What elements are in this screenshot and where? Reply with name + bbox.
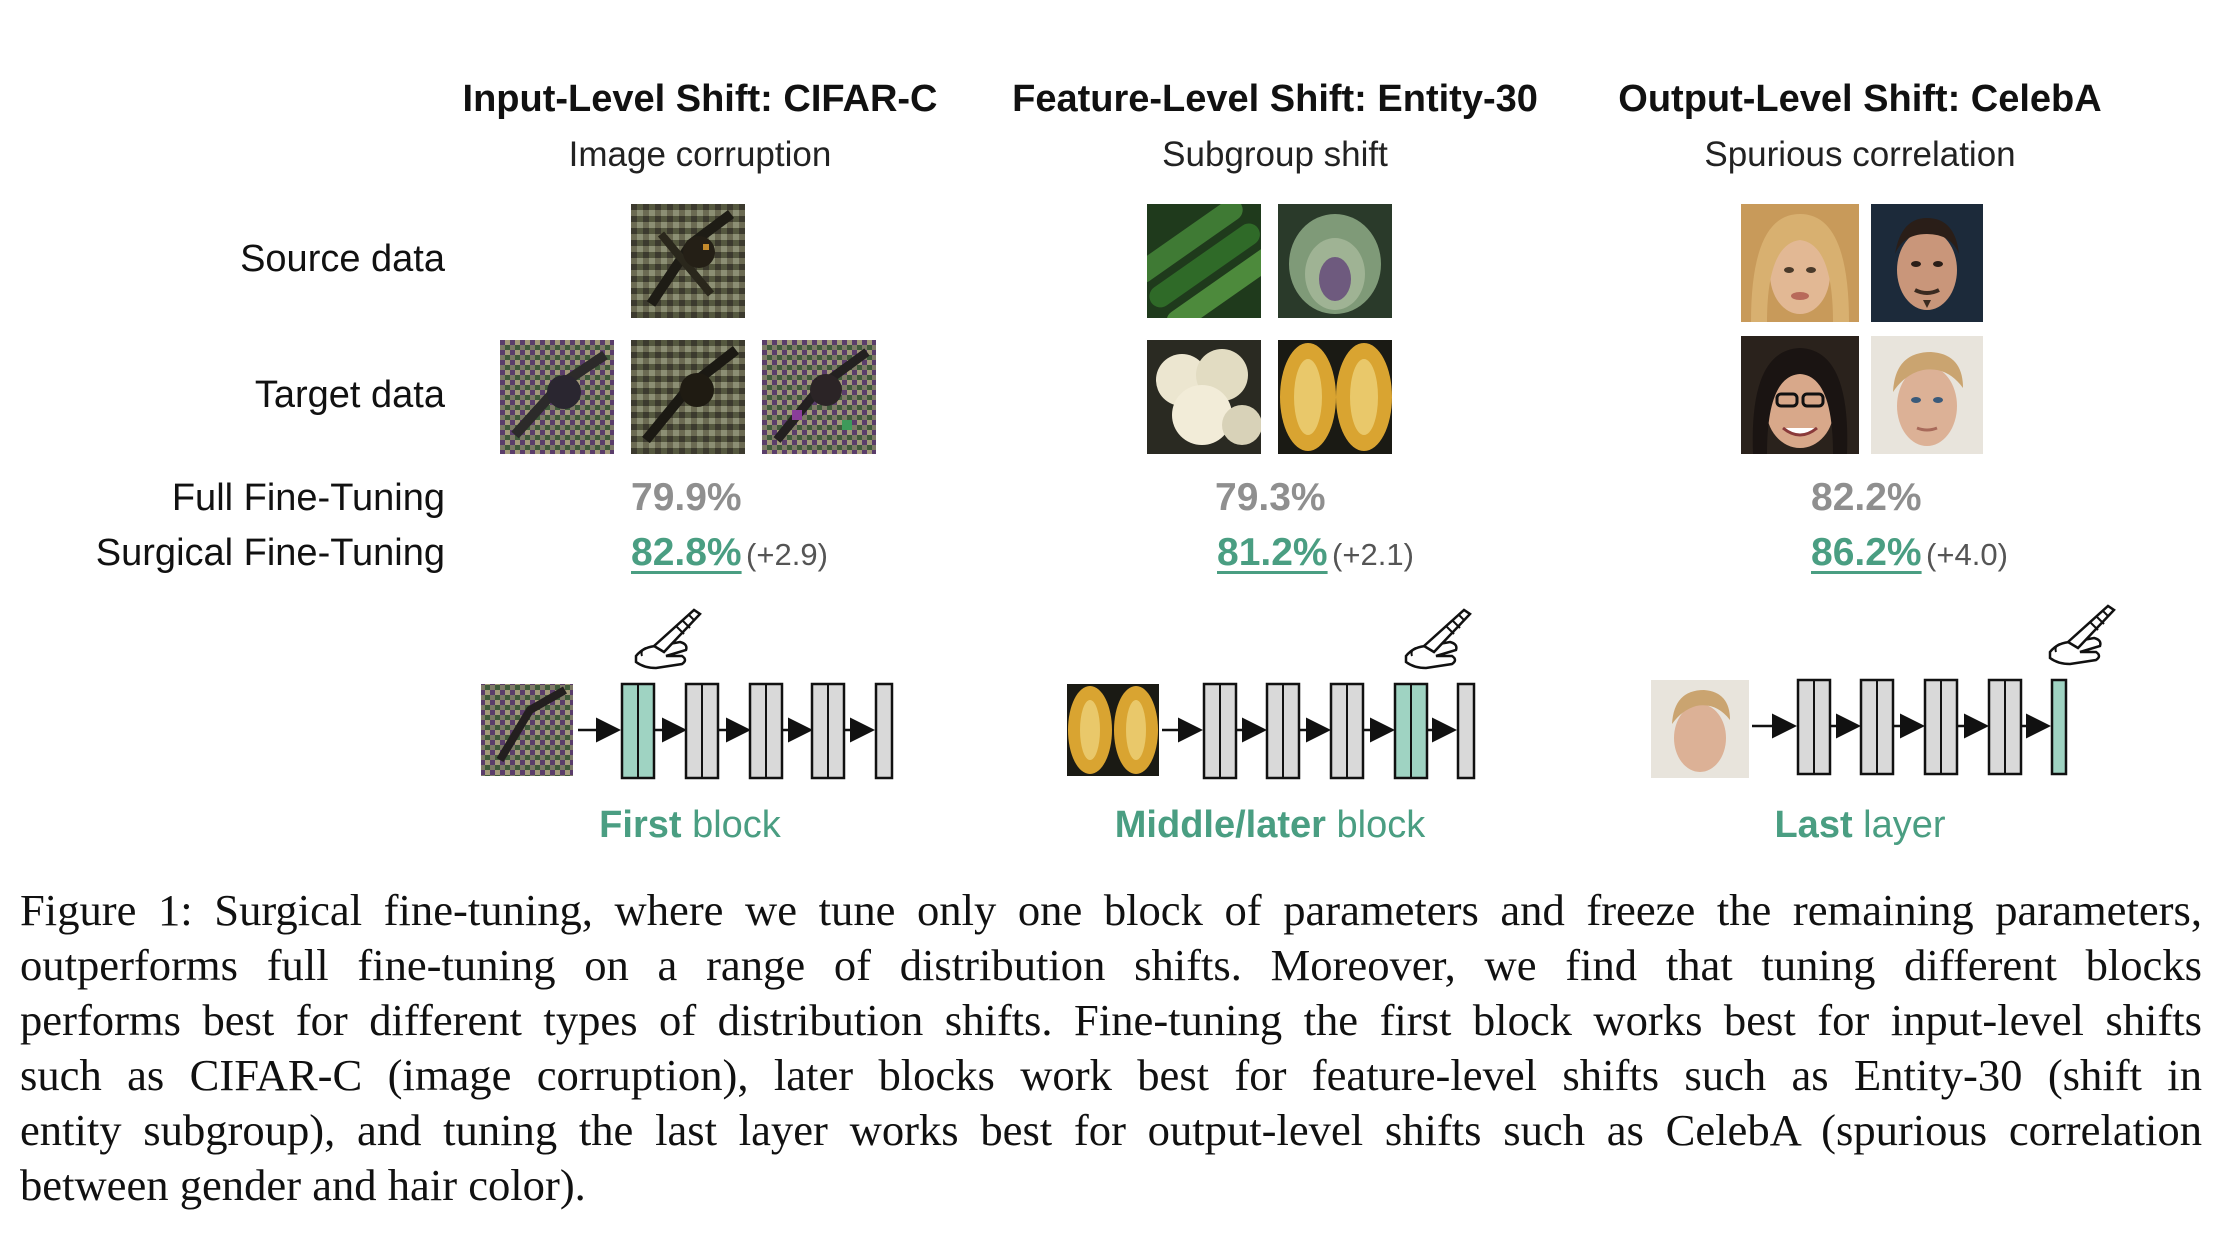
cifar-block-rest: block: [681, 804, 781, 846]
entity-surgical-row: 81.2% (+2.1): [1217, 531, 1414, 575]
celeba-source-face-2: [1871, 204, 1983, 322]
celeba-column-subtitle: Spurious correlation: [1704, 135, 2016, 174]
cifar-network-diagram: [481, 608, 894, 780]
cifar-full-accuracy: 79.9%: [631, 476, 742, 519]
scalpel-hand-icon: [2048, 604, 2116, 666]
scalpel-hand-icon: [634, 608, 702, 670]
scalpel-hand-icon: [1404, 608, 1472, 670]
cifar-surgical-accuracy: 82.8%: [631, 531, 742, 574]
celeba-source-face-1: [1741, 204, 1859, 322]
row-label-source: Source data: [240, 238, 445, 280]
celeba-full-accuracy: 82.2%: [1811, 476, 1922, 519]
celeba-block-caption: Last layer: [1660, 804, 2060, 847]
celeba-network-diagram: [1651, 604, 2116, 778]
entity-target-cauliflower: [1147, 340, 1261, 454]
celeba-surgical-row: 86.2% (+4.0): [1811, 531, 2008, 575]
row-label-target: Target data: [254, 374, 445, 416]
cifar-block-caption: First block: [480, 804, 900, 847]
celeba-surgical-accuracy: 86.2%: [1811, 531, 1922, 574]
entity-delta: (+2.1): [1332, 537, 1414, 572]
row-label-surgical: Surgical Fine-Tuning: [95, 532, 445, 574]
celeba-target-face-2: [1871, 336, 1983, 454]
entity-surgical-accuracy: 81.2%: [1217, 531, 1328, 574]
caption-line: between gender and hair color).: [20, 1160, 586, 1210]
entity-network-diagram: [1067, 608, 1476, 780]
cifar-source-image: [631, 204, 745, 318]
entity-column-title: Feature-Level Shift: Entity-30: [1012, 78, 1538, 120]
entity-column-subtitle: Subgroup shift: [1162, 135, 1388, 174]
caption-line: Figure 1: Surgical fine-tuning, where we…: [20, 885, 2202, 935]
cifar-column-title: Input-Level Shift: CIFAR-C: [462, 78, 938, 120]
row-label-full: Full Fine-Tuning: [171, 477, 445, 519]
caption-line: performs best for different types of dis…: [20, 995, 2202, 1045]
cifar-column-subtitle: Image corruption: [568, 135, 832, 174]
entity-block-caption: Middle/later block: [1050, 804, 1490, 847]
figure-caption: Figure 1: Surgical fine-tuning, where we…: [20, 883, 2202, 1213]
entity-source-zucchini: [1147, 204, 1261, 318]
cifar-delta: (+2.9): [746, 537, 828, 572]
celeba-block-rest: layer: [1852, 804, 1946, 846]
cifar-surgical-row: 82.8% (+2.9): [631, 531, 828, 575]
celeba-column-title: Output-Level Shift: CelebA: [1618, 78, 2102, 120]
cifar-block-highlight: First: [599, 804, 682, 846]
celeba-block-highlight: Last: [1774, 804, 1853, 846]
celeba-target-face-1: [1741, 336, 1859, 454]
entity-source-artichoke: [1278, 204, 1392, 318]
caption-line: such as CIFAR-C (image corruption), late…: [20, 1050, 2202, 1100]
entity-block-rest: block: [1325, 804, 1426, 846]
network-diagrams: [481, 604, 2116, 780]
entity-full-accuracy: 79.3%: [1215, 476, 1326, 519]
entity-target-squash: [1278, 340, 1392, 454]
celeba-delta: (+4.0): [1926, 537, 2008, 572]
entity-block-highlight: Middle/later: [1114, 804, 1326, 846]
caption-line: outperforms full fine-tuning on a range …: [20, 940, 2202, 990]
caption-line: entity subgroup), and tuning the last la…: [20, 1105, 2202, 1155]
cifar-target-image-2: [631, 340, 745, 454]
cifar-target-image-1: [500, 340, 614, 454]
cifar-target-image-3: [762, 340, 876, 454]
